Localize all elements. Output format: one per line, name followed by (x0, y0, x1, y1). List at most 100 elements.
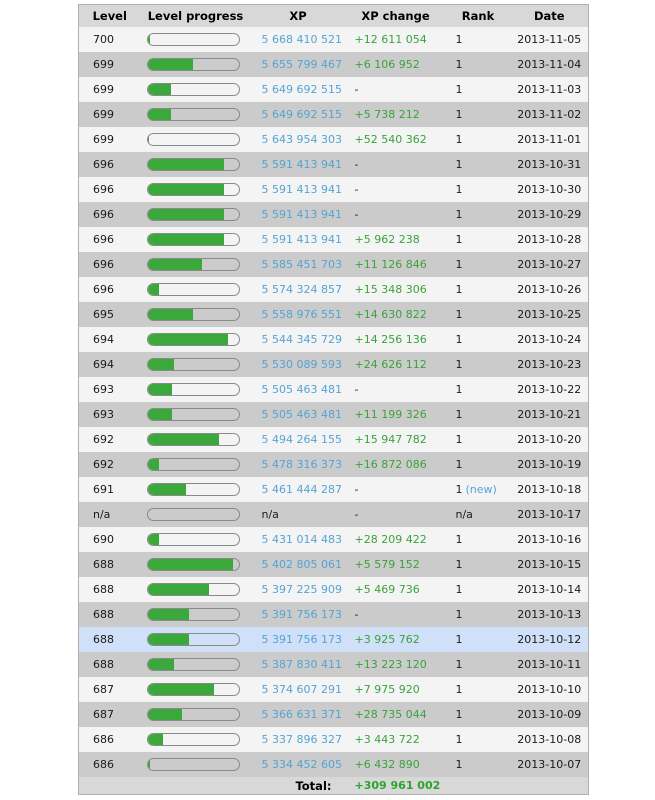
level-cell: 688 (93, 658, 114, 671)
rank-value: 1 (455, 58, 463, 71)
xp-value-link[interactable]: 5 591 413 941 (261, 158, 342, 171)
xp-change-cell: +14 630 822 (346, 302, 446, 327)
xp-cell: 5 585 451 703 (251, 252, 346, 277)
level-cell: 696 (93, 158, 114, 171)
rank-cell: 1 (446, 152, 511, 177)
rank-cell: 1 (446, 652, 511, 677)
xp-cell: 5 649 692 515 (251, 77, 346, 102)
level-progress-bar (146, 158, 240, 171)
level-progress-bar (146, 108, 240, 121)
table-row: 696 5 585 451 703 +11 126 846 1 2013-10-27 (78, 252, 589, 277)
xp-cell: 5 402 805 061 (251, 552, 346, 577)
rank-cell: 1 (446, 27, 511, 52)
date-cell: 2013-11-02 (517, 108, 582, 121)
xp-change-cell: +12 611 054 (346, 27, 446, 52)
date-cell: 2013-10-31 (517, 158, 582, 171)
xp-value: n/a (261, 508, 279, 521)
header-row: Level Level progress XP XP change Rank D… (78, 4, 589, 27)
xp-value-link[interactable]: 5 505 463 481 (261, 383, 342, 396)
xp-value-link[interactable]: 5 402 805 061 (261, 558, 342, 571)
xp-value-link[interactable]: 5 544 345 729 (261, 333, 342, 346)
col-header-level: Level (78, 4, 141, 27)
xp-value-link[interactable]: 5 668 410 521 (261, 33, 342, 46)
date-cell: 2013-10-28 (517, 233, 582, 246)
date-cell: 2013-10-19 (517, 458, 582, 471)
level-cell: 692 (93, 458, 114, 471)
xp-value-link[interactable]: 5 643 954 303 (261, 133, 342, 146)
progress-cell (141, 502, 251, 527)
xp-value-link[interactable]: 5 649 692 515 (261, 108, 342, 121)
date-cell: 2013-11-04 (517, 58, 582, 71)
xp-value-link[interactable]: 5 478 316 373 (261, 458, 342, 471)
xp-value-link[interactable]: 5 387 830 411 (261, 658, 342, 671)
rank-cell: 1 (446, 102, 511, 127)
rank-cell: 1 (446, 277, 511, 302)
xp-value-link[interactable]: 5 366 631 371 (261, 708, 342, 721)
level-progress-bar-fill (147, 284, 160, 295)
rank-value: 1 (455, 33, 463, 46)
progress-cell (141, 127, 251, 152)
table-row: 690 5 431 014 483 +28 209 422 1 2013-10-16 (78, 527, 589, 552)
rank-value: 1 (455, 458, 463, 471)
date-cell: 2013-10-11 (517, 658, 582, 671)
level-progress-bar-fill (147, 484, 186, 495)
rank-value: 1 (455, 658, 463, 671)
rank-value: 1 (455, 208, 463, 221)
rank-cell: 1 (446, 552, 511, 577)
xp-value-link[interactable]: 5 530 089 593 (261, 358, 342, 371)
level-cell: 696 (93, 183, 114, 196)
xp-value-link[interactable]: 5 397 225 909 (261, 583, 342, 596)
level-progress-bar-fill (147, 109, 172, 120)
xp-value-link[interactable]: 5 505 463 481 (261, 408, 342, 421)
rank-cell: 1 (446, 77, 511, 102)
rank-cell: 1 (446, 327, 511, 352)
xp-value-link[interactable]: 5 591 413 941 (261, 208, 342, 221)
level-cell: 699 (93, 133, 114, 146)
rank-cell: 1 (446, 402, 511, 427)
rank-new-link[interactable]: (new) (465, 483, 497, 496)
xp-value-link[interactable]: 5 585 451 703 (261, 258, 342, 271)
xp-change-cell: +6 106 952 (346, 52, 446, 77)
xp-cell: 5 558 976 551 (251, 302, 346, 327)
progress-cell (141, 477, 251, 502)
xp-value-link[interactable]: 5 461 444 287 (261, 483, 342, 496)
rank-cell: 1 (446, 302, 511, 327)
table-row: 687 5 366 631 371 +28 735 044 1 2013-10-09 (78, 702, 589, 727)
table-row: 700 5 668 410 521 +12 611 054 1 2013-11-05 (78, 27, 589, 52)
xp-cell: 5 374 607 291 (251, 677, 346, 702)
xp-value-link[interactable]: 5 558 976 551 (261, 308, 342, 321)
rank-value: 1 (455, 183, 463, 196)
date-cell: 2013-10-13 (517, 608, 582, 621)
rank-cell: 1 (446, 527, 511, 552)
level-cell: 693 (93, 383, 114, 396)
xp-cell: 5 461 444 287 (251, 477, 346, 502)
xp-value-link[interactable]: 5 334 452 605 (261, 758, 342, 771)
xp-cell: 5 591 413 941 (251, 152, 346, 177)
level-progress-bar-fill (147, 559, 234, 570)
xp-value-link[interactable]: 5 649 692 515 (261, 83, 342, 96)
rank-value: 1 (455, 408, 463, 421)
xp-change-value: +52 540 362 (354, 133, 427, 146)
xp-change-cell: - (346, 602, 446, 627)
xp-value-link[interactable]: 5 337 896 327 (261, 733, 342, 746)
xp-value-link[interactable]: 5 391 756 173 (261, 608, 342, 621)
rank-value: 1 (455, 258, 463, 271)
date-cell: 2013-10-21 (517, 408, 582, 421)
xp-value-link[interactable]: 5 591 413 941 (261, 233, 342, 246)
xp-cell: 5 574 324 857 (251, 277, 346, 302)
xp-change-cell: +6 432 890 (346, 752, 446, 777)
xp-value-link[interactable]: 5 431 014 483 (261, 533, 342, 546)
xp-value-link[interactable]: 5 591 413 941 (261, 183, 342, 196)
xp-change-cell: - (346, 502, 446, 527)
progress-cell (141, 227, 251, 252)
progress-cell (141, 427, 251, 452)
xp-value-link[interactable]: 5 655 799 467 (261, 58, 342, 71)
xp-value-link[interactable]: 5 494 264 155 (261, 433, 342, 446)
table-row: 693 5 505 463 481 +11 199 326 1 2013-10-21 (78, 402, 589, 427)
xp-change-value: - (354, 608, 359, 621)
xp-cell: 5 366 631 371 (251, 702, 346, 727)
xp-value-link[interactable]: 5 391 756 173 (261, 633, 342, 646)
xp-value-link[interactable]: 5 574 324 857 (261, 283, 342, 296)
xp-value-link[interactable]: 5 374 607 291 (261, 683, 342, 696)
date-cell: 2013-11-03 (517, 83, 582, 96)
